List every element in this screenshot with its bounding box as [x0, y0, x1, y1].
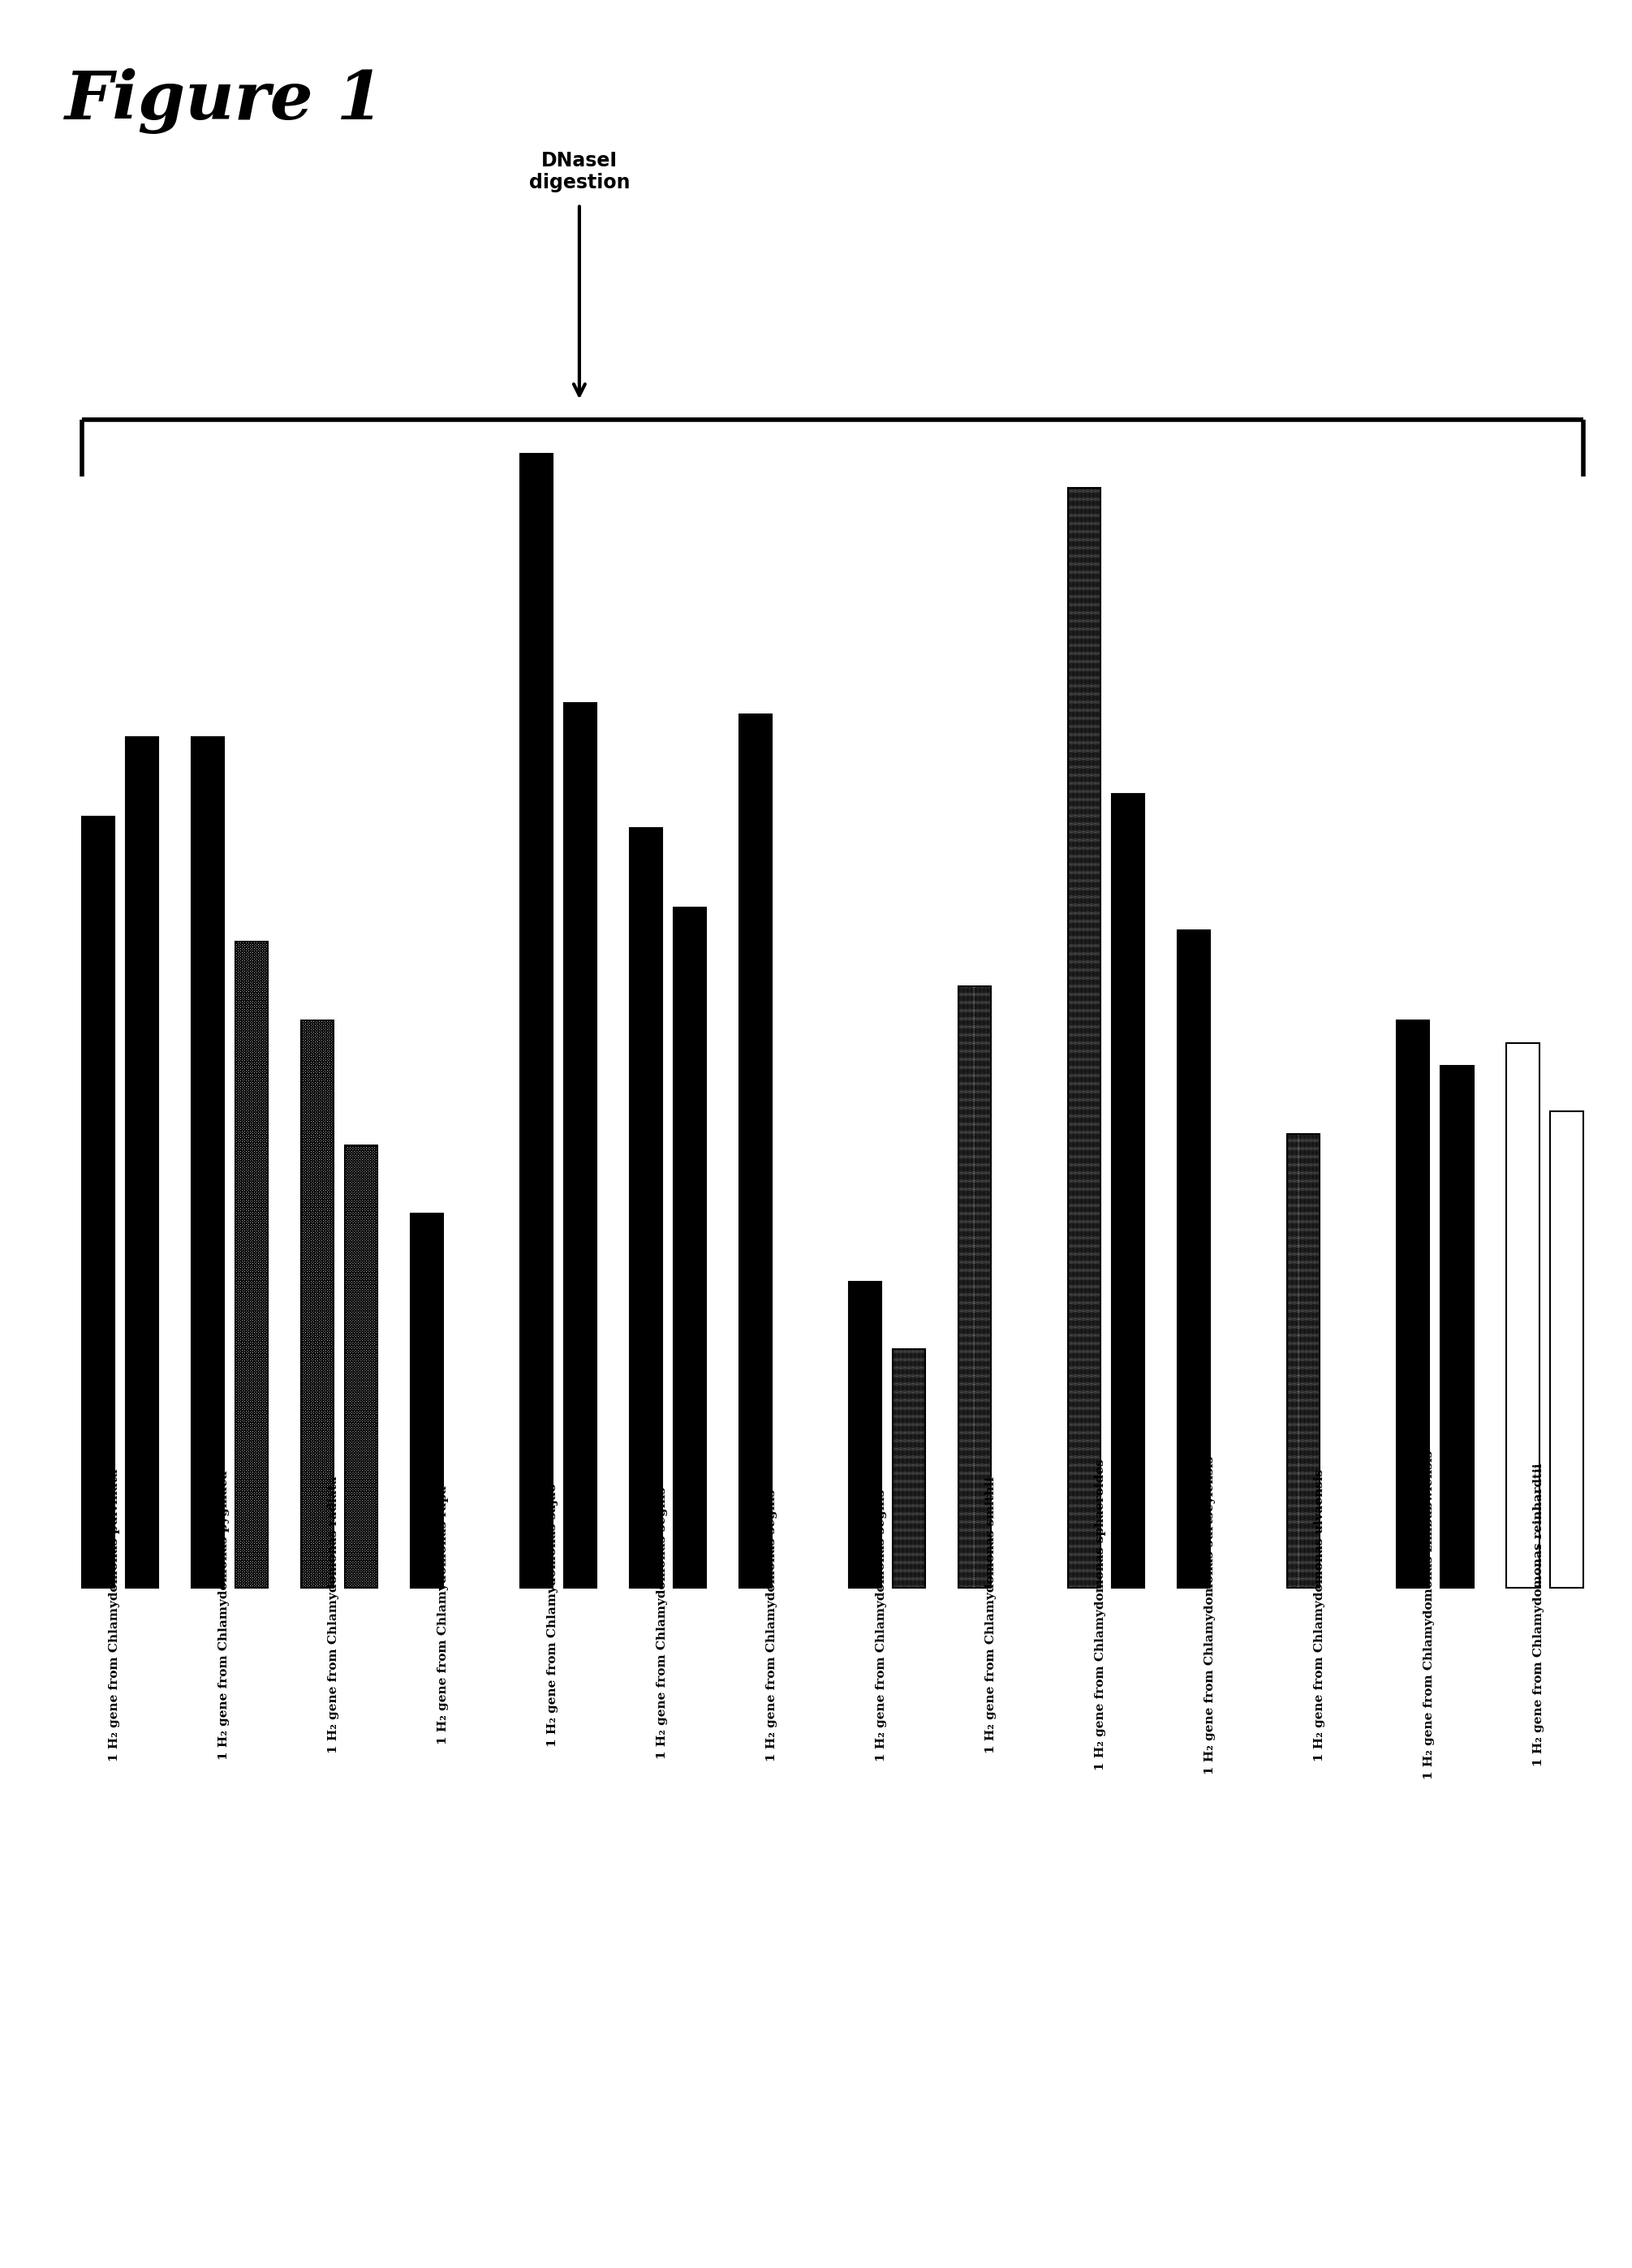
Text: 1 H₂ gene from Chlamydomonas segnis¹⁹¹⁹: 1 H₂ gene from Chlamydomonas segnis¹⁹¹⁹	[875, 1467, 888, 1762]
Bar	[739, 714, 772, 1588]
Bar	[235, 941, 268, 1588]
Text: 1 H₂ gene from Chlamydomonas smithii: 1 H₂ gene from Chlamydomonas smithii	[986, 1476, 997, 1753]
Text: 1 H₂ gene from Chlamydomonas surtseyiensis: 1 H₂ gene from Chlamydomonas surtseyiens…	[1204, 1456, 1216, 1774]
Bar	[1550, 1111, 1583, 1588]
Text: 1 H₂ gene from Chlamydomonas radiata: 1 H₂ gene from Chlamydomonas radiata	[328, 1476, 339, 1753]
Text: Figure 1: Figure 1	[65, 68, 385, 134]
Bar	[126, 737, 158, 1588]
Bar	[1397, 1021, 1430, 1588]
Bar	[1506, 1043, 1539, 1588]
Bar	[958, 987, 991, 1588]
Text: 1 H₂ gene from Chlamydomonas segnis²²²: 1 H₂ gene from Chlamydomonas segnis²²²	[656, 1470, 667, 1760]
Bar	[893, 1349, 925, 1588]
Text: 1 H₂ gene from Chlamydomonas pygmaea: 1 H₂ gene from Chlamydomonas pygmaea	[219, 1470, 230, 1760]
Bar	[82, 816, 114, 1588]
Text: 1 H₂ gene from Chlamydomonas sajao: 1 H₂ gene from Chlamydomonas sajao	[547, 1483, 558, 1746]
Text: 1 H₂ gene from Chlamydomonas zimbabwiensis: 1 H₂ gene from Chlamydomonas zimbabwiens…	[1423, 1449, 1435, 1780]
Bar	[630, 828, 663, 1588]
Bar	[674, 907, 707, 1588]
Bar	[1067, 488, 1100, 1588]
Bar	[300, 1021, 333, 1588]
Bar	[1177, 930, 1211, 1588]
Bar	[1288, 1134, 1320, 1588]
Text: DNaseI
digestion: DNaseI digestion	[529, 150, 630, 193]
Bar	[849, 1281, 881, 1588]
Text: 1 H₂ gene from Chlamydomonas segnis¹⁶³⁸: 1 H₂ gene from Chlamydomonas segnis¹⁶³⁸	[765, 1467, 777, 1762]
Text: 1 H₂ gene from Chlamydomonas rapa: 1 H₂ gene from Chlamydomonas rapa	[437, 1486, 449, 1744]
Bar	[191, 737, 224, 1588]
Text: 1 H₂ gene from Chlamydomonas ulvaensis: 1 H₂ gene from Chlamydomonas ulvaensis	[1314, 1470, 1325, 1760]
Bar	[521, 454, 553, 1588]
Text: 1 H₂ gene from Chlamydomonas pulvinata: 1 H₂ gene from Chlamydomonas pulvinata	[109, 1467, 121, 1762]
Bar	[563, 703, 597, 1588]
Bar	[344, 1145, 377, 1588]
Bar	[1111, 794, 1144, 1588]
Text: 1 H₂ gene from Chlamydomonas sphaeroides: 1 H₂ gene from Chlamydomonas sphaeroides	[1095, 1458, 1106, 1771]
Bar	[411, 1213, 444, 1588]
Bar	[1441, 1066, 1474, 1588]
Text: 1 H₂ gene from Chlamydomonas reinhardtii: 1 H₂ gene from Chlamydomonas reinhardtii	[1532, 1463, 1544, 1767]
